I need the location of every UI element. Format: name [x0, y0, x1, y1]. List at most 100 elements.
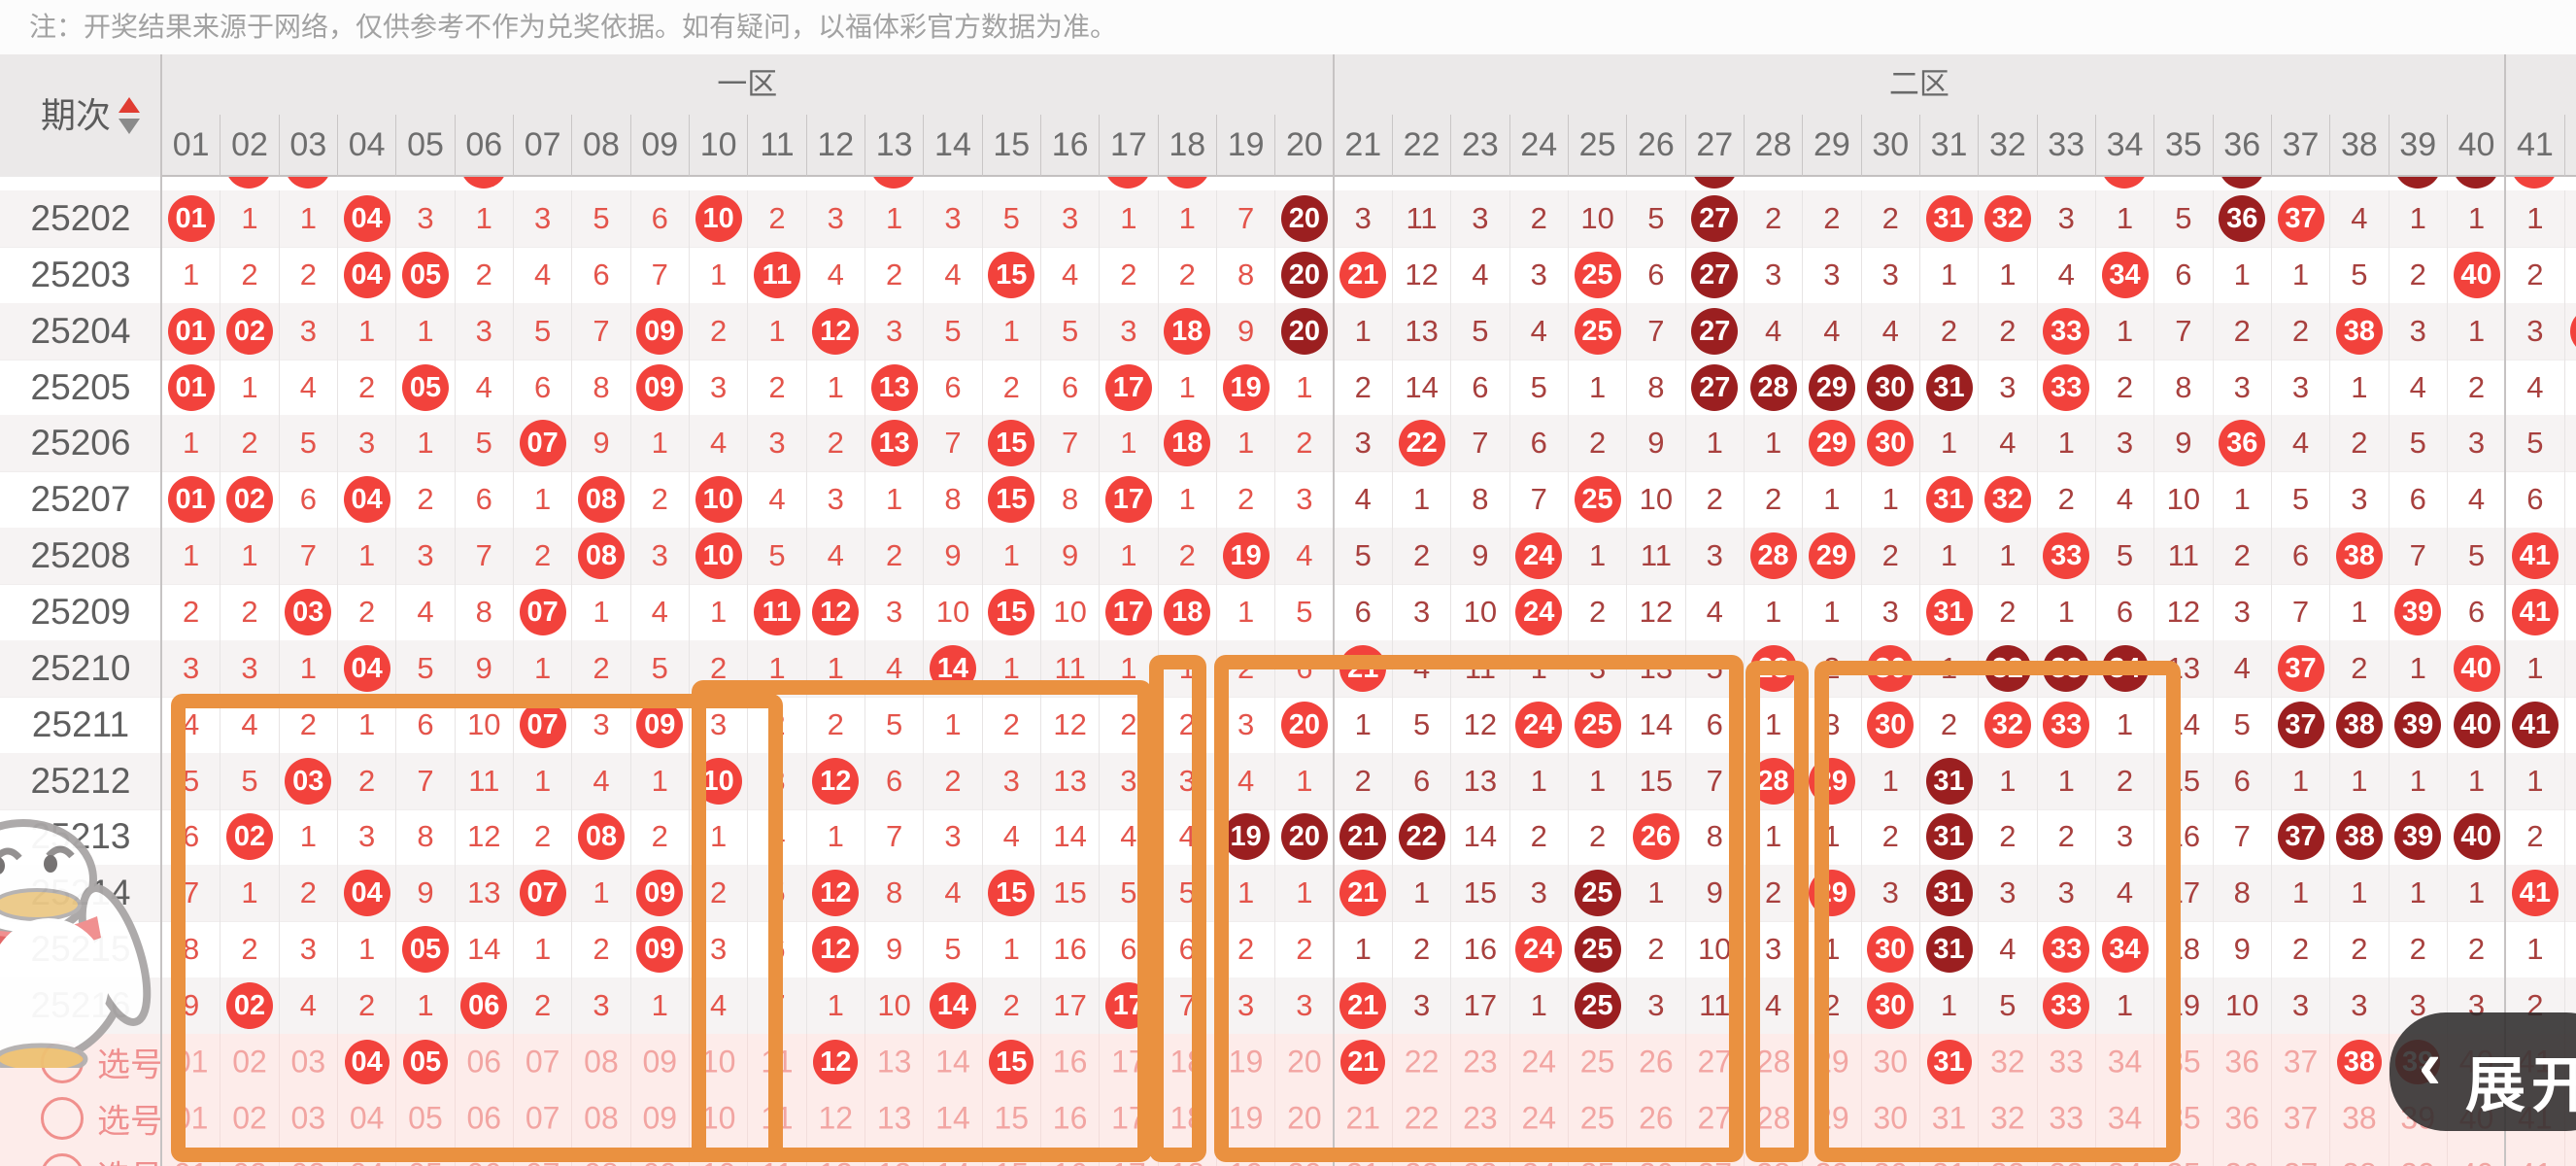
select-number-06[interactable]: 06: [454, 1034, 513, 1090]
select-number-12[interactable]: 12: [805, 1034, 864, 1090]
select-number-19[interactable]: 19: [1215, 1090, 1274, 1147]
select-number-42[interactable]: 42: [2563, 1147, 2576, 1166]
select-number-11[interactable]: 11: [747, 1034, 805, 1090]
select-number-36[interactable]: 36: [2212, 1034, 2271, 1090]
select-number-33[interactable]: 33: [2036, 1090, 2095, 1147]
select-number-20[interactable]: 20: [1274, 1090, 1333, 1147]
select-number-20[interactable]: 20: [1274, 1147, 1333, 1166]
select-row-radio[interactable]: [41, 1153, 84, 1166]
select-number-32[interactable]: 32: [1978, 1034, 2036, 1090]
select-number-31[interactable]: 31: [1918, 1090, 1978, 1147]
select-number-10[interactable]: 10: [688, 1034, 747, 1090]
select-number-01[interactable]: 01: [161, 1090, 220, 1147]
select-number-29[interactable]: 29: [1802, 1147, 1860, 1166]
select-number-13[interactable]: 13: [864, 1090, 923, 1147]
select-number-06[interactable]: 06: [454, 1147, 513, 1166]
select-number-21[interactable]: 21: [1333, 1090, 1392, 1147]
select-number-18[interactable]: 18: [1157, 1147, 1216, 1166]
select-number-29[interactable]: 29: [1802, 1034, 1860, 1090]
select-number-18[interactable]: 18: [1157, 1034, 1216, 1090]
select-number-34[interactable]: 34: [2094, 1034, 2153, 1090]
select-number-22[interactable]: 22: [1391, 1090, 1450, 1147]
select-number-11[interactable]: 11: [747, 1090, 805, 1147]
select-number-08[interactable]: 08: [571, 1090, 629, 1147]
select-number-37[interactable]: 37: [2270, 1090, 2329, 1147]
select-number-24[interactable]: 24: [1508, 1034, 1568, 1090]
select-number-14[interactable]: 14: [923, 1147, 981, 1166]
select-number-24[interactable]: 24: [1508, 1147, 1568, 1166]
select-number-03[interactable]: 03: [278, 1147, 337, 1166]
select-number-26[interactable]: 26: [1626, 1147, 1684, 1166]
select-number-22[interactable]: 22: [1391, 1034, 1450, 1090]
select-number-04[interactable]: 04: [336, 1090, 395, 1147]
select-number-05[interactable]: 05: [395, 1090, 454, 1147]
select-number-10[interactable]: 10: [688, 1090, 747, 1147]
select-number-08[interactable]: 08: [571, 1147, 629, 1166]
select-number-39[interactable]: 39: [2388, 1147, 2447, 1166]
select-number-12[interactable]: 12: [805, 1090, 864, 1147]
select-number-27[interactable]: 27: [1684, 1147, 1744, 1166]
select-number-14[interactable]: 14: [923, 1090, 981, 1147]
select-number-41[interactable]: 41: [2505, 1147, 2563, 1166]
select-number-36[interactable]: 36: [2212, 1090, 2271, 1147]
select-number-28[interactable]: 28: [1743, 1147, 1802, 1166]
select-number-21[interactable]: 21: [1333, 1034, 1392, 1090]
select-number-13[interactable]: 13: [864, 1034, 923, 1090]
select-number-32[interactable]: 32: [1978, 1090, 2036, 1147]
select-number-25[interactable]: 25: [1567, 1090, 1626, 1147]
select-number-28[interactable]: 28: [1743, 1034, 1802, 1090]
select-number-16[interactable]: 16: [1039, 1147, 1099, 1166]
select-number-07[interactable]: 07: [512, 1090, 571, 1147]
select-number-27[interactable]: 27: [1684, 1034, 1744, 1090]
select-number-17[interactable]: 17: [1099, 1147, 1157, 1166]
select-number-01[interactable]: 01: [161, 1147, 220, 1166]
select-row-radio[interactable]: [41, 1041, 84, 1083]
select-number-37[interactable]: 37: [2270, 1147, 2329, 1166]
select-number-36[interactable]: 36: [2212, 1147, 2271, 1166]
select-number-05[interactable]: 05: [395, 1034, 454, 1090]
select-number-22[interactable]: 22: [1391, 1147, 1450, 1166]
select-number-26[interactable]: 26: [1626, 1034, 1684, 1090]
select-number-15[interactable]: 15: [981, 1147, 1040, 1166]
select-number-09[interactable]: 09: [629, 1090, 689, 1147]
select-number-27[interactable]: 27: [1684, 1090, 1744, 1147]
select-number-07[interactable]: 07: [512, 1147, 571, 1166]
select-number-16[interactable]: 16: [1039, 1034, 1099, 1090]
select-number-35[interactable]: 35: [2153, 1090, 2212, 1147]
select-number-03[interactable]: 03: [278, 1034, 337, 1090]
select-number-31[interactable]: 31: [1918, 1147, 1978, 1166]
select-number-30[interactable]: 30: [1860, 1090, 1919, 1147]
select-number-34[interactable]: 34: [2094, 1147, 2153, 1166]
select-number-23[interactable]: 23: [1450, 1147, 1508, 1166]
select-number-25[interactable]: 25: [1567, 1034, 1626, 1090]
select-number-32[interactable]: 32: [1978, 1147, 2036, 1166]
select-number-19[interactable]: 19: [1215, 1147, 1274, 1166]
select-number-34[interactable]: 34: [2094, 1090, 2153, 1147]
sort-toggle[interactable]: [119, 97, 140, 136]
select-number-33[interactable]: 33: [2036, 1034, 2095, 1090]
select-number-02[interactable]: 02: [220, 1090, 278, 1147]
select-number-29[interactable]: 29: [1802, 1090, 1860, 1147]
select-number-18[interactable]: 18: [1157, 1090, 1216, 1147]
select-number-09[interactable]: 09: [629, 1034, 689, 1090]
select-number-23[interactable]: 23: [1450, 1034, 1508, 1090]
select-number-30[interactable]: 30: [1860, 1147, 1919, 1166]
select-number-10[interactable]: 10: [688, 1147, 747, 1166]
select-number-02[interactable]: 02: [220, 1147, 278, 1166]
select-number-38[interactable]: 38: [2329, 1147, 2388, 1166]
select-number-23[interactable]: 23: [1450, 1090, 1508, 1147]
select-number-09[interactable]: 09: [629, 1147, 689, 1166]
select-number-26[interactable]: 26: [1626, 1090, 1684, 1147]
select-number-04[interactable]: 04: [336, 1034, 395, 1090]
select-number-19[interactable]: 19: [1215, 1034, 1274, 1090]
select-number-37[interactable]: 37: [2270, 1034, 2329, 1090]
select-number-15[interactable]: 15: [981, 1090, 1040, 1147]
expand-button[interactable]: ‹ 展开: [2390, 1012, 2576, 1131]
select-number-25[interactable]: 25: [1567, 1147, 1626, 1166]
select-number-38[interactable]: 38: [2329, 1034, 2388, 1090]
select-number-01[interactable]: 01: [161, 1034, 220, 1090]
select-number-38[interactable]: 38: [2329, 1090, 2388, 1147]
select-number-04[interactable]: 04: [336, 1147, 395, 1166]
select-number-20[interactable]: 20: [1274, 1034, 1333, 1090]
select-number-05[interactable]: 05: [395, 1147, 454, 1166]
